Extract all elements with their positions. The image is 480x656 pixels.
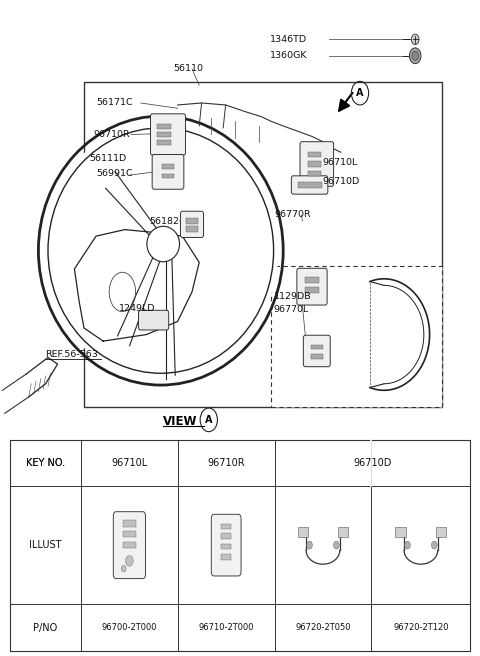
Bar	[305, 287, 319, 293]
Text: 96710D: 96710D	[323, 176, 360, 186]
Bar	[271, 266, 442, 407]
Bar	[221, 554, 231, 560]
Text: 1129DB: 1129DB	[274, 292, 311, 301]
Text: 96700-2T000: 96700-2T000	[102, 623, 157, 632]
Bar	[221, 544, 231, 549]
Bar	[84, 82, 442, 407]
Bar	[436, 527, 446, 537]
Text: 56111D: 56111D	[89, 154, 127, 163]
Text: 56182: 56182	[149, 216, 179, 226]
Text: 1249LD: 1249LD	[119, 304, 156, 313]
Bar	[157, 140, 171, 145]
Bar	[305, 277, 319, 283]
Circle shape	[412, 51, 419, 60]
Text: 96770R: 96770R	[275, 210, 311, 219]
Text: 96710L: 96710L	[111, 458, 147, 468]
Bar	[186, 226, 198, 232]
Circle shape	[409, 48, 421, 64]
Text: 96710R: 96710R	[207, 458, 245, 468]
Text: 96720-2T050: 96720-2T050	[295, 623, 351, 632]
FancyBboxPatch shape	[151, 114, 185, 155]
Text: 56110: 56110	[173, 64, 203, 73]
Bar	[311, 345, 323, 349]
Text: KEY NO.: KEY NO.	[26, 458, 65, 468]
Bar	[308, 161, 321, 167]
Bar	[298, 182, 322, 188]
Bar	[123, 520, 136, 527]
FancyBboxPatch shape	[303, 335, 330, 367]
Bar	[162, 173, 174, 178]
FancyBboxPatch shape	[138, 310, 169, 330]
Bar	[221, 524, 231, 529]
FancyBboxPatch shape	[211, 514, 241, 576]
Circle shape	[126, 556, 133, 566]
Text: 96720-2T120: 96720-2T120	[393, 623, 449, 632]
FancyBboxPatch shape	[152, 154, 184, 189]
Bar	[298, 527, 308, 537]
Text: 96710D: 96710D	[353, 458, 392, 468]
Ellipse shape	[147, 226, 180, 262]
Bar	[10, 440, 470, 651]
Text: 56171C: 56171C	[96, 98, 132, 108]
FancyBboxPatch shape	[113, 512, 145, 579]
Bar	[157, 124, 171, 129]
Circle shape	[121, 565, 126, 572]
Bar	[311, 354, 323, 358]
Text: A: A	[356, 88, 364, 98]
Bar	[162, 164, 174, 169]
Circle shape	[411, 34, 419, 45]
Bar	[123, 531, 136, 537]
Text: P/NO: P/NO	[33, 623, 58, 632]
Bar	[338, 527, 348, 537]
Text: ILLUST: ILLUST	[29, 540, 61, 550]
Circle shape	[307, 541, 312, 549]
Ellipse shape	[43, 122, 278, 379]
Text: VIEW: VIEW	[163, 415, 198, 428]
Text: KEY NO.: KEY NO.	[26, 458, 65, 468]
Circle shape	[405, 541, 410, 549]
Text: 1346TD: 1346TD	[270, 35, 307, 44]
Circle shape	[334, 541, 339, 549]
Bar	[308, 171, 321, 176]
Text: 96710L: 96710L	[323, 158, 358, 167]
FancyBboxPatch shape	[297, 268, 327, 305]
Text: 96710R: 96710R	[94, 130, 130, 139]
Bar	[396, 527, 406, 537]
Text: 1360GK: 1360GK	[270, 51, 308, 60]
FancyBboxPatch shape	[291, 176, 328, 194]
Text: REF.56-563: REF.56-563	[46, 350, 98, 359]
Text: A: A	[205, 415, 213, 425]
Bar	[308, 152, 321, 157]
Text: 56991C: 56991C	[96, 169, 132, 178]
Bar	[157, 132, 171, 137]
Text: 96770L: 96770L	[274, 305, 309, 314]
FancyBboxPatch shape	[300, 142, 334, 186]
Circle shape	[432, 541, 437, 549]
Bar	[123, 542, 136, 548]
Text: 96710-2T000: 96710-2T000	[198, 623, 254, 632]
FancyBboxPatch shape	[180, 211, 204, 237]
Bar	[186, 218, 198, 224]
Bar	[221, 533, 231, 539]
